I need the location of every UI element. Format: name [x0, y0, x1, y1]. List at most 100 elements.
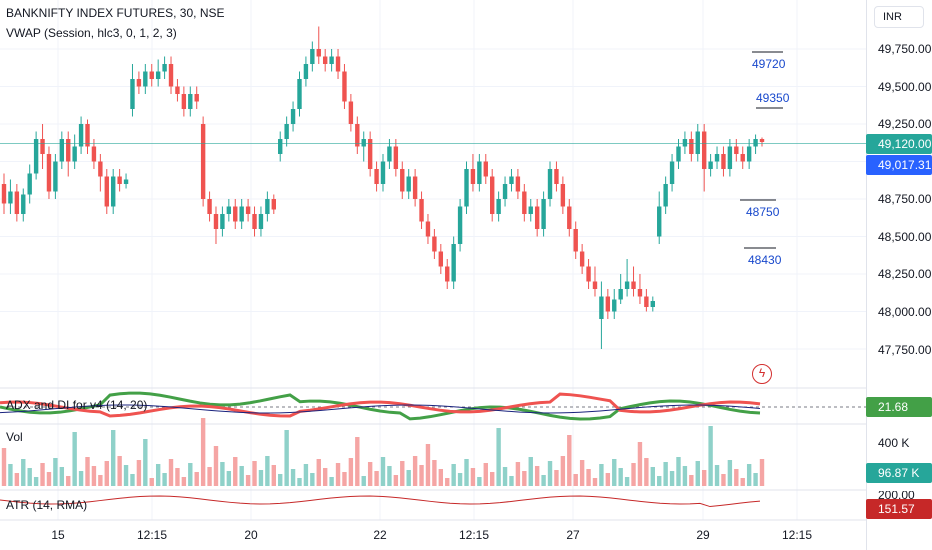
price-tick: 49,250.00: [878, 117, 932, 131]
volume-bar: [233, 457, 238, 486]
volume-bar: [477, 477, 482, 486]
volume-bar: [111, 430, 116, 486]
candle-body: [258, 214, 264, 229]
candle-body: [669, 161, 675, 184]
symbol-title[interactable]: BANKNIFTY INDEX FUTURES, 30, NSE: [6, 6, 225, 20]
candle-body: [136, 79, 142, 87]
volume-bar: [72, 432, 77, 486]
candle-body: [682, 139, 688, 147]
candle-body: [734, 146, 739, 154]
volume-axis-tick: 400 K: [878, 436, 910, 450]
volume-bar: [329, 477, 334, 486]
candle-body: [470, 169, 476, 184]
candle-body: [155, 71, 161, 79]
candle-body: [419, 199, 424, 222]
vwap-indicator-label[interactable]: VWAP (Session, hlc3, 0, 1, 2, 3): [6, 26, 177, 40]
candle-body: [592, 281, 598, 289]
volume-bar: [432, 460, 437, 486]
volume-bar: [149, 478, 154, 486]
candle-body: [464, 169, 469, 207]
candle-body: [753, 139, 758, 147]
volume-bar: [162, 473, 167, 486]
candle-body: [181, 94, 187, 109]
volume-bar: [117, 456, 122, 486]
candle-body: [207, 199, 212, 214]
annotation-label: 49350: [756, 91, 790, 105]
volume-bar: [239, 466, 244, 486]
volume-bar: [631, 463, 636, 486]
lightning-icon[interactable]: ϟ: [752, 364, 772, 384]
candle-body: [721, 154, 726, 169]
time-tick: 22: [373, 528, 387, 542]
volume-bar: [592, 478, 598, 486]
candle-body: [534, 206, 540, 229]
currency-button[interactable]: INR: [874, 6, 924, 28]
annotation-label: 48750: [746, 205, 780, 219]
volume-bar: [1, 448, 7, 486]
adx-pane-title[interactable]: ADX and DI for v4 (14, 20): [6, 398, 148, 412]
candle-body: [605, 296, 611, 312]
candle-body: [278, 139, 283, 154]
candle-body: [367, 139, 373, 169]
volume-bar: [618, 468, 623, 486]
candle-body: [130, 79, 135, 109]
volume-pane-title[interactable]: Vol: [6, 430, 23, 444]
candle-body: [98, 161, 103, 177]
candle-body: [412, 176, 418, 199]
volume-bar: [721, 474, 726, 486]
volume-bar: [168, 459, 174, 486]
volume-bar: [226, 471, 232, 486]
volume-bar: [560, 456, 566, 486]
volume-bar: [727, 460, 733, 486]
volume-bar: [586, 469, 591, 486]
atr-pane-title[interactable]: ATR (14, RMA): [6, 498, 88, 512]
volume-bar: [746, 464, 752, 486]
volume-bar: [8, 464, 13, 486]
candle-body: [746, 146, 752, 162]
volume-bar: [188, 463, 193, 486]
candle-body: [701, 131, 707, 169]
candle-body: [8, 191, 13, 204]
candle-body: [689, 139, 694, 154]
annotation-label: 49720: [752, 57, 786, 71]
atr-value-badge: 151.57: [866, 499, 932, 519]
candle-body: [515, 176, 521, 192]
volume-bar: [213, 446, 219, 486]
candle-body: [175, 86, 180, 94]
candle-body: [708, 161, 713, 169]
candle-body: [618, 289, 623, 300]
adx-minus-di-line: [0, 392, 761, 418]
volume-bar: [143, 439, 148, 486]
time-tick: 12:15: [458, 528, 490, 542]
candle-body: [239, 206, 244, 222]
candle-body: [322, 56, 328, 64]
candle-body: [1, 184, 7, 204]
candle-body: [21, 194, 26, 214]
candle-body: [33, 139, 39, 174]
volume-bar: [33, 477, 39, 486]
price-axis[interactable]: [866, 0, 932, 550]
candle-body: [290, 109, 296, 124]
candle-body: [425, 221, 431, 237]
candle-body: [40, 139, 45, 154]
candle-body: [714, 154, 720, 162]
candle-body: [393, 146, 399, 169]
volume-bar: [554, 470, 559, 486]
volume-bar: [361, 476, 366, 486]
candle-body: [695, 131, 700, 154]
adx-pane: [0, 391, 866, 421]
candle-body: [335, 56, 341, 72]
volume-bar: [46, 472, 52, 486]
volume-bar: [522, 471, 527, 486]
candle-body: [245, 206, 251, 214]
volume-bar: [181, 477, 187, 486]
candle-body: [233, 206, 238, 222]
volume-bar: [27, 468, 32, 486]
volume-bar: [759, 459, 765, 486]
candle-body: [72, 146, 77, 162]
candle-body: [310, 49, 315, 64]
volume-bar: [348, 458, 354, 486]
candle-body: [53, 161, 58, 192]
candle-body: [46, 154, 52, 192]
